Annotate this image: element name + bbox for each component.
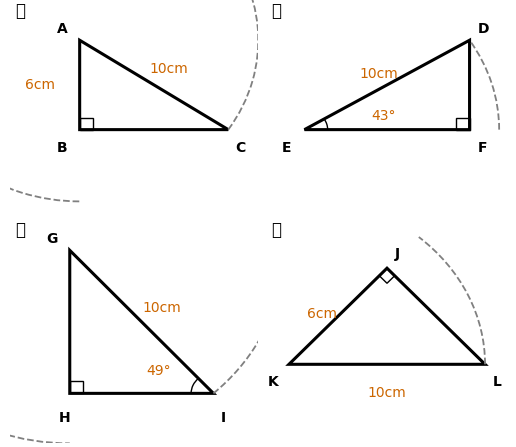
Text: B: B <box>57 141 67 155</box>
Text: 43°: 43° <box>372 109 396 123</box>
Text: H: H <box>59 411 71 425</box>
Text: ウ: ウ <box>15 221 25 239</box>
Text: E: E <box>282 141 292 155</box>
Text: イ: イ <box>271 2 281 20</box>
Text: 10cm: 10cm <box>360 67 399 81</box>
Text: ア: ア <box>15 2 25 20</box>
Text: C: C <box>236 141 246 155</box>
Text: K: K <box>268 375 279 389</box>
Text: 10cm: 10cm <box>367 386 407 401</box>
Text: F: F <box>477 141 487 155</box>
Text: 10cm: 10cm <box>150 62 188 76</box>
Text: L: L <box>493 375 502 389</box>
Text: I: I <box>221 411 226 425</box>
Text: D: D <box>477 22 489 36</box>
Text: 10cm: 10cm <box>142 301 181 316</box>
Text: 49°: 49° <box>147 364 171 378</box>
Text: J: J <box>395 248 400 261</box>
Text: A: A <box>57 22 67 36</box>
Text: エ: エ <box>271 221 281 239</box>
Text: G: G <box>46 232 57 246</box>
Text: 6cm: 6cm <box>308 307 337 321</box>
Text: 6cm: 6cm <box>25 78 55 92</box>
